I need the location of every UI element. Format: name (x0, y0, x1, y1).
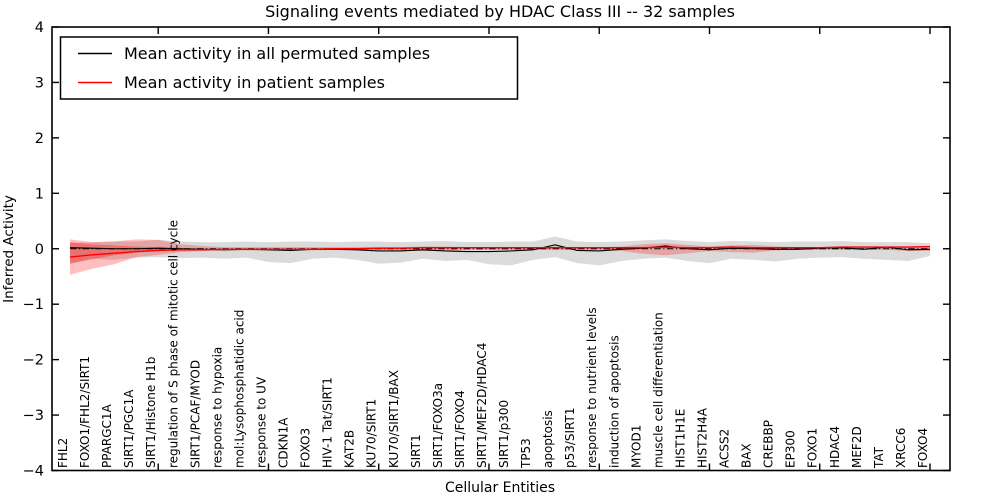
x-axis-title: Cellular Entities (445, 480, 555, 496)
category-label: KU70/SIRT1/BAX (387, 370, 401, 468)
y-tick-label: 1 (35, 186, 44, 202)
plot-area: −4 −3 −2 −1 0 1 2 3 4 FHL2 FOXO1/FHL2/SIRT1 PPARGC1… (23, 20, 951, 480)
category-label: TP53 (519, 438, 533, 469)
category-label: muscle cell differentiation (651, 312, 665, 468)
category-label: TAT (872, 446, 886, 469)
category-label: SIRT1/FOXO4 (453, 390, 467, 468)
category-label: apoptosis (541, 410, 555, 468)
legend-label-permuted: Mean activity in all permuted samples (124, 44, 430, 63)
category-label: p53/SIRT1 (563, 407, 577, 468)
category-label: FOXO1/FHL2/SIRT1 (78, 356, 92, 468)
category-label: FOXO1 (806, 428, 820, 468)
y-tick-label: −3 (23, 408, 44, 424)
category-label: SIRT1/MEF2D/HDAC4 (475, 343, 489, 468)
y-tick-label: −4 (23, 464, 44, 480)
category-label: FHL2 (56, 438, 70, 468)
category-label: SIRT1/FOXO3a (431, 383, 445, 468)
category-label: FOXO4 (916, 428, 930, 468)
category-label: regulation of S phase of mitotic cell cy… (166, 220, 180, 468)
category-label: MYOD1 (629, 425, 643, 468)
category-label: PPARGC1A (100, 403, 114, 468)
category-label: KU70/SIRT1 (365, 399, 379, 468)
category-label: SIRT1/PCAF/MYOD (188, 360, 202, 468)
category-label: SIRT1/p300 (497, 400, 511, 468)
category-label: CREBBP (762, 420, 776, 468)
category-label: mol:Lysophosphatidic acid (232, 310, 246, 468)
category-label: HIST2H4A (695, 407, 709, 468)
legend-box (59, 36, 519, 100)
category-label: induction of apoptosis (607, 335, 621, 468)
category-label: XRCC6 (894, 428, 908, 468)
category-label: SIRT1 (409, 434, 423, 468)
category-label: HIV-1 Tat/SIRT1 (321, 377, 335, 468)
category-label: KAT2B (343, 430, 357, 468)
chart-title: Signaling events mediated by HDAC Class … (265, 2, 735, 21)
legend-label-patient: Mean activity in patient samples (124, 73, 385, 92)
y-tick-label: −1 (23, 297, 44, 313)
y-tick-label: 2 (35, 131, 44, 147)
y-tick-label: 3 (35, 75, 44, 91)
category-label: BAX (740, 443, 754, 468)
category-label: SIRT1/PGC1A (122, 389, 136, 468)
category-label: response to hypoxia (210, 347, 224, 468)
y-tick-label: 0 (35, 242, 44, 258)
y-tick-label: 4 (35, 20, 44, 36)
patient-mean-line (69, 245, 931, 258)
legend: Mean activity in all permuted samples Me… (59, 36, 519, 100)
y-tick-label: −2 (23, 353, 44, 369)
category-label: CDKN1A (277, 417, 291, 468)
category-label: response to nutrient levels (585, 307, 599, 468)
category-label: FOXO3 (299, 428, 313, 468)
category-label: HIST1H1E (673, 409, 687, 468)
y-axis-title: Inferred Activity (1, 195, 17, 303)
category-label: HDAC4 (828, 426, 842, 468)
category-label: EP300 (784, 430, 798, 468)
category-label: ACSS2 (718, 429, 732, 468)
category-label: response to UV (254, 376, 268, 468)
category-label: MEF2D (850, 426, 864, 468)
category-label: SIRT1/Histone H1b (144, 357, 158, 468)
